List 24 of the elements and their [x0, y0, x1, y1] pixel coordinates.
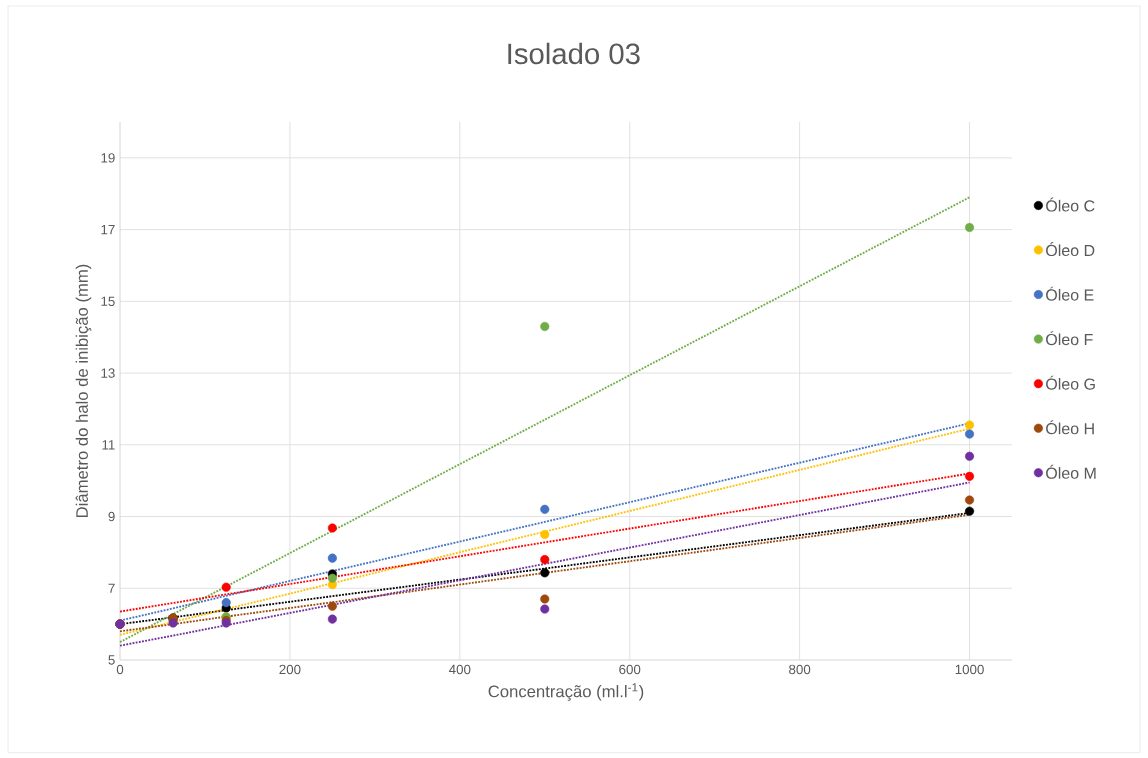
legend-label: Óleo E [1046, 286, 1094, 301]
y-tick-label: 9 [108, 511, 115, 522]
x-tick-label: 600 [619, 664, 641, 675]
x-axis-title: Concentração (ml.l$^{-1}$) [488, 683, 644, 701]
legend-label: Óleo G [1046, 375, 1095, 390]
y-tick-label: 11 [102, 440, 115, 450]
y-tick-label: 17 [101, 225, 115, 235]
legend-label: Óleo D [1046, 242, 1095, 257]
legend-label: Óleo F [1046, 331, 1093, 346]
x-tick-label: 0 [116, 664, 124, 675]
x-tick-label: 200 [279, 664, 301, 675]
y-tick-label: 13 [101, 368, 115, 378]
y-tick-label: 5 [108, 655, 115, 665]
chart-title: Isolado 03 [508, 42, 640, 65]
legend-label: Óleo H [1046, 420, 1094, 435]
x-tick-label: 1000 [955, 664, 984, 675]
legend-label: Óleo M [1046, 464, 1096, 479]
y-tick-label: 15 [101, 296, 115, 306]
x-tick-label: 400 [449, 664, 471, 675]
y-tick-label: 19 [101, 153, 115, 163]
x-tick-label: 800 [789, 664, 811, 675]
y-tick-label: 7 [108, 583, 115, 593]
y-axis-title: Diâmetro do halo de inibição (mm) [75, 264, 92, 518]
legend-label: Óleo C [1046, 197, 1095, 212]
